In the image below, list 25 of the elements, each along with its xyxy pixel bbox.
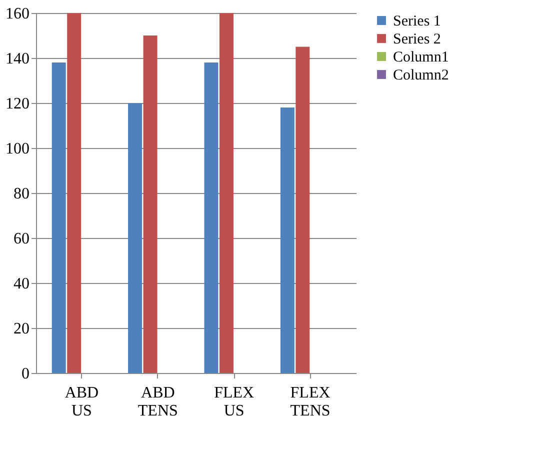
bar <box>204 62 218 373</box>
y-tick-label: 60 <box>14 230 30 248</box>
legend-label: Column2 <box>393 68 449 84</box>
y-tick-label: 80 <box>14 186 30 202</box>
x-tick-label: ABD TENS <box>138 384 178 420</box>
y-tick-label: 0 <box>22 366 30 382</box>
y-tick-label: 20 <box>14 320 30 338</box>
x-tick-label: FLEX US <box>214 384 255 420</box>
y-tick-label: 40 <box>14 276 30 292</box>
y-tick-label: 120 <box>6 96 30 112</box>
bar <box>219 13 234 373</box>
legend-label: Series 2 <box>393 32 441 48</box>
y-tick-label: 160 <box>6 6 30 22</box>
y-tick-label: 140 <box>6 50 30 68</box>
x-tick-label: ABD US <box>64 384 99 420</box>
bar <box>52 62 66 373</box>
bar <box>128 103 142 373</box>
y-tick-label: 100 <box>6 140 30 158</box>
bar <box>143 36 158 373</box>
x-tick-label: FLEX TENS <box>290 384 331 420</box>
bar <box>67 13 82 373</box>
bar <box>296 46 310 373</box>
legend-label: Series 1 <box>393 14 441 30</box>
legend-label: Column1 <box>393 50 449 66</box>
bar <box>280 108 294 373</box>
